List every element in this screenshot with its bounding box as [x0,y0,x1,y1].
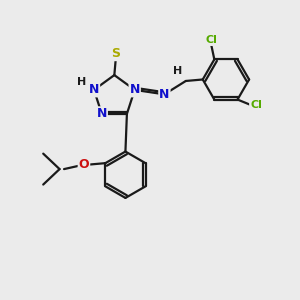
Text: N: N [89,83,99,96]
Text: Cl: Cl [206,35,217,45]
Text: S: S [111,47,120,60]
Text: N: N [130,83,140,96]
Text: H: H [173,67,182,76]
Text: N: N [159,88,170,101]
Text: N: N [97,107,107,120]
Text: Cl: Cl [250,100,262,110]
Text: O: O [79,158,89,171]
Text: H: H [77,76,86,87]
